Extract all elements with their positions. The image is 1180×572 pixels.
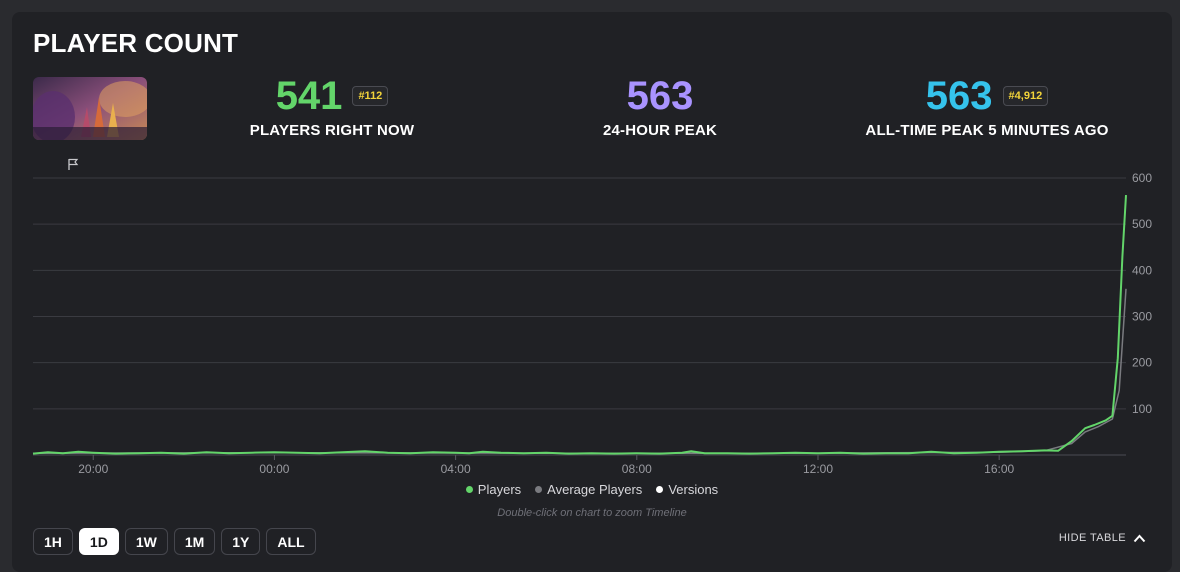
- x-tick-label-4: 12:00: [803, 462, 833, 476]
- hide-table-label: HIDE TABLE: [1058, 532, 1126, 544]
- series-line-players: [32, 195, 1127, 455]
- page-title: PLAYER COUNT: [33, 28, 239, 58]
- x-tick-label-5: 16:00: [984, 462, 1014, 476]
- range-button-1d[interactable]: 1D: [78, 528, 119, 555]
- peak-24h-value: 563: [626, 74, 694, 118]
- y-tick-label-300: 300: [1132, 310, 1152, 324]
- hide-table-toggle[interactable]: HIDE TABLE: [1059, 532, 1146, 544]
- legend-label-versions: Versions: [668, 482, 719, 497]
- player-count-chart[interactable]: 100 200 300 400 500 600 20:00 00:00 04:00 08:00 12…: [12, 12, 1172, 482]
- all-time-peak-rank-badge: #4,912: [1002, 86, 1049, 106]
- zoom-hint: Double-click on chart to zoom Timeline: [497, 507, 687, 519]
- x-tick-label-0: 20:00: [78, 462, 108, 476]
- flag-icon[interactable]: [67, 158, 79, 176]
- legend-label-players: Players: [477, 482, 522, 497]
- stat-current-players: 541 #112 PLAYERS RIGHT NOW: [234, 74, 430, 139]
- legend-item-players[interactable]: Players: [465, 482, 522, 497]
- average-players-legend-dot: [535, 486, 543, 493]
- current-players-label: PLAYERS RIGHT NOW: [249, 122, 415, 139]
- players-legend-dot: [465, 486, 473, 493]
- peak-24h-label: 24-HOUR PEAK: [602, 122, 718, 139]
- y-tick-label-600: 600: [1132, 171, 1152, 185]
- stat-all-time-peak: 563 #4,912 ALL-TIME PEAK 5 MINUTES AGO: [852, 74, 1122, 139]
- y-tick-label-200: 200: [1132, 356, 1152, 370]
- series-line-average-players: [32, 288, 1127, 454]
- chart-legend: Players Average Players Versions: [12, 482, 1172, 497]
- range-button-1h[interactable]: 1H: [33, 528, 73, 555]
- range-button-1m[interactable]: 1M: [173, 528, 216, 555]
- range-button-1y[interactable]: 1Y: [221, 528, 261, 555]
- range-button-1w[interactable]: 1W: [124, 528, 168, 555]
- x-tick-label-3: 08:00: [622, 462, 652, 476]
- versions-legend-dot: [656, 486, 664, 493]
- x-tick-label-1: 00:00: [259, 462, 289, 476]
- legend-label-average-players: Average Players: [547, 482, 643, 497]
- game-thumbnail: [33, 77, 147, 140]
- y-tick-label-500: 500: [1132, 217, 1152, 231]
- legend-item-versions[interactable]: Versions: [656, 482, 718, 497]
- y-tick-label-400: 400: [1132, 263, 1152, 277]
- current-players-value: 541: [275, 74, 343, 118]
- chevron-up-icon: [1133, 534, 1146, 542]
- all-time-peak-label: ALL-TIME PEAK 5 MINUTES AGO: [865, 122, 1109, 139]
- all-time-peak-value: 563: [925, 74, 993, 118]
- stat-24h-peak: 563 24-HOUR PEAK: [572, 74, 748, 139]
- y-tick-label-100: 100: [1132, 402, 1152, 416]
- player-count-card: PLAYER COUNT 541 #112 PLAYERS RIGHT: [12, 12, 1172, 572]
- time-range-selector: 1H 1D 1W 1M 1Y ALL: [33, 528, 316, 555]
- legend-item-average-players[interactable]: Average Players: [535, 482, 642, 497]
- current-players-rank-badge: #112: [352, 86, 389, 106]
- range-button-all[interactable]: ALL: [266, 528, 316, 555]
- x-tick-label-2: 04:00: [441, 462, 471, 476]
